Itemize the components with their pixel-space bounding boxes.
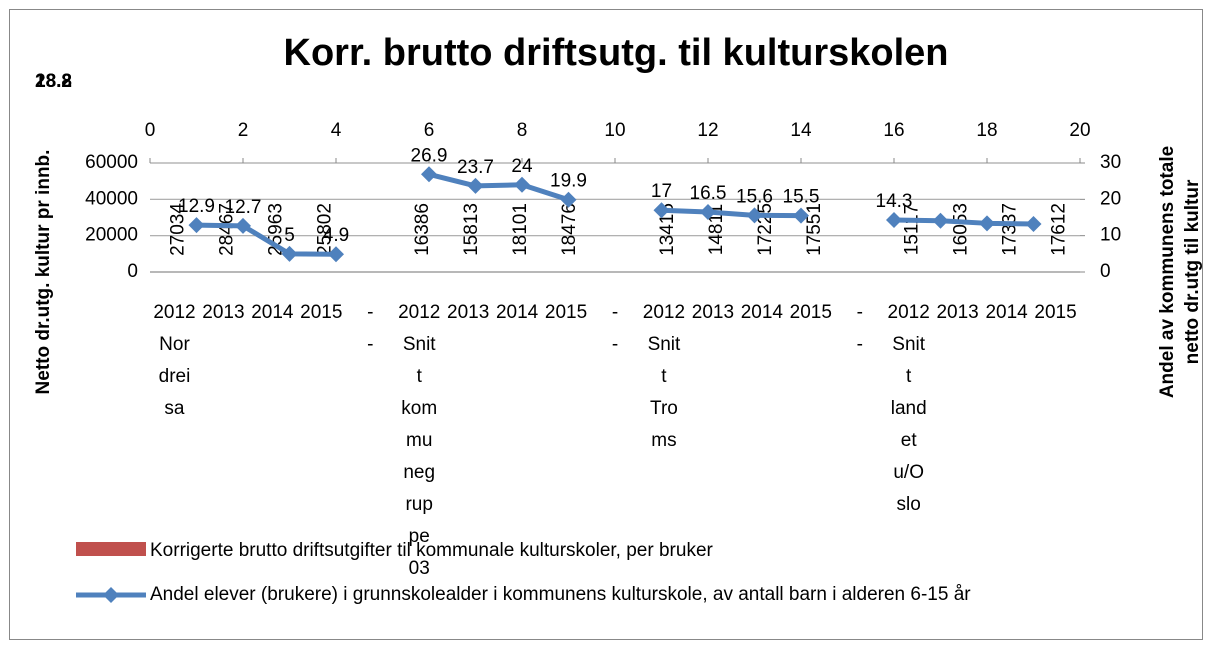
line-value-label: 24: [511, 156, 533, 177]
line-value-label: 5: [284, 225, 295, 246]
corner-label: 28.8: [35, 71, 72, 92]
corner-label: 18.2: [35, 71, 72, 92]
line-marker: [235, 217, 251, 234]
x-tick-label: --: [367, 302, 373, 355]
x-tick-label: --: [857, 302, 863, 355]
x2-tick-label: 20: [1069, 120, 1090, 141]
line-marker: [514, 176, 530, 193]
y-axis-title: Netto dr.utg. kultur pr innb.: [33, 150, 54, 395]
line-marker: [1025, 216, 1042, 233]
line-marker: [328, 246, 344, 263]
y2-axis-title: Andel av kommunens totale: [1157, 146, 1178, 398]
line-value-label: 14.3: [876, 191, 913, 212]
x-tick-label: 2015: [1034, 302, 1076, 323]
bar-value-label: 15117: [902, 204, 923, 255]
legend-marker: [103, 587, 119, 603]
x-tick-label: 2013: [692, 302, 734, 323]
x-tick-label: 2014: [985, 302, 1028, 323]
line-value-label: 23.7: [457, 157, 494, 178]
x2-tick-label: 2: [238, 120, 249, 141]
bar-value-label: 28467: [216, 203, 237, 256]
x2-tick-label: 14: [790, 120, 812, 141]
x2-tick-label: 16: [883, 120, 904, 141]
x-tick-label: 2012 Snit t land et u/O slo: [888, 302, 930, 515]
y-tick-label: 0: [127, 261, 138, 282]
x-tick-label: 2014: [251, 302, 294, 323]
line-marker: [560, 191, 577, 208]
x-tick-label: 2015: [300, 302, 342, 323]
bar-value-label: 15813: [461, 203, 482, 256]
bar-value-label: 17551: [804, 203, 825, 256]
line-marker: [421, 166, 437, 183]
x2-tick-label: 18: [976, 120, 997, 141]
legend-label: Andel elever (brukere) i grunnskolealder…: [150, 584, 971, 605]
bar-value-label: 16386: [412, 203, 433, 256]
bar-value-label: 16053: [951, 203, 972, 256]
bar-value-label: 18476: [559, 203, 580, 256]
chart-frame: [9, 9, 1203, 640]
line-value-label: 15.6: [736, 186, 773, 207]
line-value-label: 19.9: [550, 171, 587, 192]
x2-tick-label: 12: [697, 120, 718, 141]
line-marker: [653, 202, 670, 219]
line-value-label: 12.9: [178, 196, 215, 217]
x2-tick-label: 0: [145, 120, 156, 141]
y2-tick-label: 10: [1100, 225, 1121, 246]
x-tick-label: --: [612, 302, 618, 355]
x-tick-label: 2012 Nor drei sa: [153, 302, 195, 419]
line-value-label: 15.5: [783, 187, 820, 208]
legend-swatch: [76, 542, 146, 556]
line-marker: [979, 215, 995, 232]
x-tick-label: 2012 Snit t Tro ms: [643, 302, 685, 451]
y2-axis-title: netto dr.utg til kultur: [1182, 179, 1203, 364]
line: [194, 171, 1036, 257]
y-tick-label: 40000: [85, 188, 138, 209]
x-tick-label: 2015: [790, 302, 832, 323]
y-tick-label: 60000: [85, 152, 138, 173]
bar-value-label: 25802: [314, 203, 335, 256]
x2-tick-label: 6: [424, 120, 435, 141]
chart-title: Korr. brutto driftsutg. til kulturskolen: [284, 32, 949, 74]
line-marker: [281, 245, 298, 262]
x-tick-label: 2013: [936, 302, 978, 323]
line-value-label: 16.5: [690, 183, 727, 204]
line-marker: [886, 212, 902, 229]
line-value-label: 4.9: [323, 225, 349, 246]
x2-tick-label: 8: [517, 120, 528, 141]
x-tick-label: 2014: [496, 302, 539, 323]
bar-value-label: 17612: [1049, 203, 1070, 256]
bar-value-label: 18101: [510, 203, 531, 256]
x-tick-label: 2013: [447, 302, 489, 323]
bar-value-label: 27034: [167, 203, 188, 256]
line-marker: [746, 207, 763, 224]
x-tick-label: 2012 Snit t kom mu neg rup pe 03: [398, 302, 440, 579]
x-tick-label: 2014: [741, 302, 784, 323]
legend-label: Korrigerte brutto driftsutgifter til kom…: [150, 540, 714, 561]
line-value-label: 26.9: [411, 145, 448, 166]
x-tick-label: 2015: [545, 302, 587, 323]
y-tick-label: 20000: [85, 225, 138, 246]
y2-tick-label: 0: [1100, 261, 1111, 282]
x2-tick-label: 10: [604, 120, 625, 141]
bar-value-label: 17337: [1000, 203, 1021, 256]
y2-tick-label: 20: [1100, 188, 1121, 209]
line-marker: [188, 217, 205, 234]
x-tick-label: 2013: [202, 302, 244, 323]
line-marker: [932, 212, 949, 229]
line-marker: [793, 207, 809, 224]
line-marker: [700, 204, 716, 221]
line-value-label: 12.7: [225, 197, 262, 218]
line-value-label: 17: [651, 181, 672, 202]
y2-tick-label: 30: [1100, 152, 1121, 173]
line-marker: [467, 177, 484, 194]
x2-tick-label: 4: [331, 120, 342, 141]
